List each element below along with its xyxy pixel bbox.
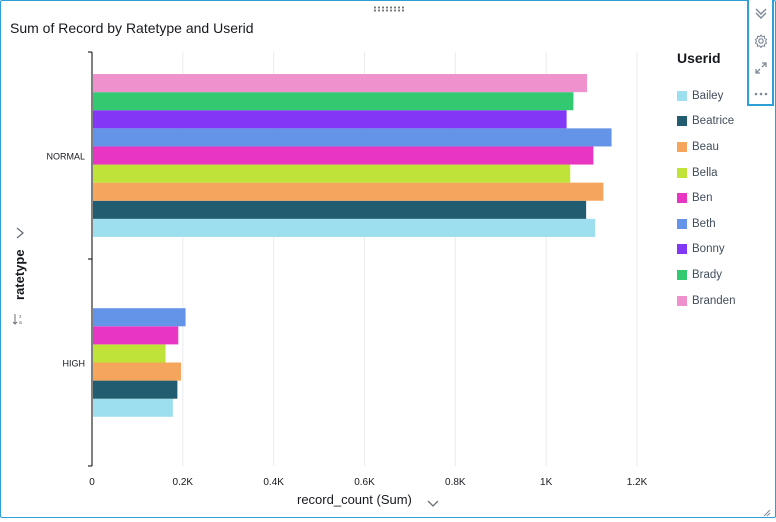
svg-text:z: z — [19, 314, 22, 320]
legend-label: Bailey — [692, 89, 724, 102]
legend-item-ben[interactable]: Ben — [677, 185, 735, 211]
legend-label: Brady — [692, 268, 723, 281]
y-axis-title[interactable]: ratetype — [12, 249, 27, 300]
chart-title: Sum of Record by Ratetype and Userid — [10, 20, 254, 36]
legend-label: Bella — [692, 166, 718, 179]
more-icon[interactable] — [753, 86, 769, 102]
chevron-right-icon[interactable] — [14, 226, 26, 245]
chevron-down-icon[interactable] — [426, 496, 440, 514]
legend-swatch — [677, 295, 687, 306]
legend-swatch — [677, 141, 687, 152]
legend-label: Beau — [692, 140, 719, 153]
x-axis-title[interactable]: record_count (Sum) — [297, 492, 412, 507]
legend-item-beatrice[interactable]: Beatrice — [677, 109, 735, 135]
legend-item-bailey[interactable]: Bailey — [677, 83, 735, 109]
settings-icon[interactable] — [753, 33, 769, 49]
legend-label: Beatrice — [692, 115, 735, 128]
legend-label: Beth — [692, 217, 716, 230]
legend-item-bella[interactable]: Bella — [677, 160, 735, 186]
legend-item-beau[interactable]: Beau — [677, 134, 735, 160]
collapse-icon[interactable] — [753, 5, 769, 21]
svg-text:a: a — [19, 320, 22, 326]
legend-label: Bonny — [692, 243, 725, 256]
legend-item-brady[interactable]: Brady — [677, 262, 735, 288]
resize-handle-icon[interactable] — [761, 504, 771, 517]
legend-title: Userid — [677, 50, 721, 66]
legend-swatch — [677, 116, 687, 127]
legend-swatch — [677, 269, 687, 280]
legend: Bailey Beatrice Beau Bella Ben Beth Bonny Brady… — [677, 83, 735, 313]
legend-swatch — [677, 167, 687, 178]
legend-swatch — [677, 244, 687, 255]
expand-icon[interactable] — [753, 60, 769, 76]
legend-item-branden[interactable]: Branden — [677, 288, 735, 314]
legend-swatch — [677, 90, 687, 101]
legend-label: Ben — [692, 192, 713, 205]
visual-toolbar — [747, 0, 774, 106]
legend-swatch — [677, 193, 687, 204]
drag-handle-icon[interactable] — [373, 6, 405, 12]
legend-swatch — [677, 218, 687, 229]
legend-label: Branden — [692, 294, 736, 307]
legend-item-beth[interactable]: Beth — [677, 211, 735, 237]
legend-item-bonny[interactable]: Bonny — [677, 237, 735, 263]
